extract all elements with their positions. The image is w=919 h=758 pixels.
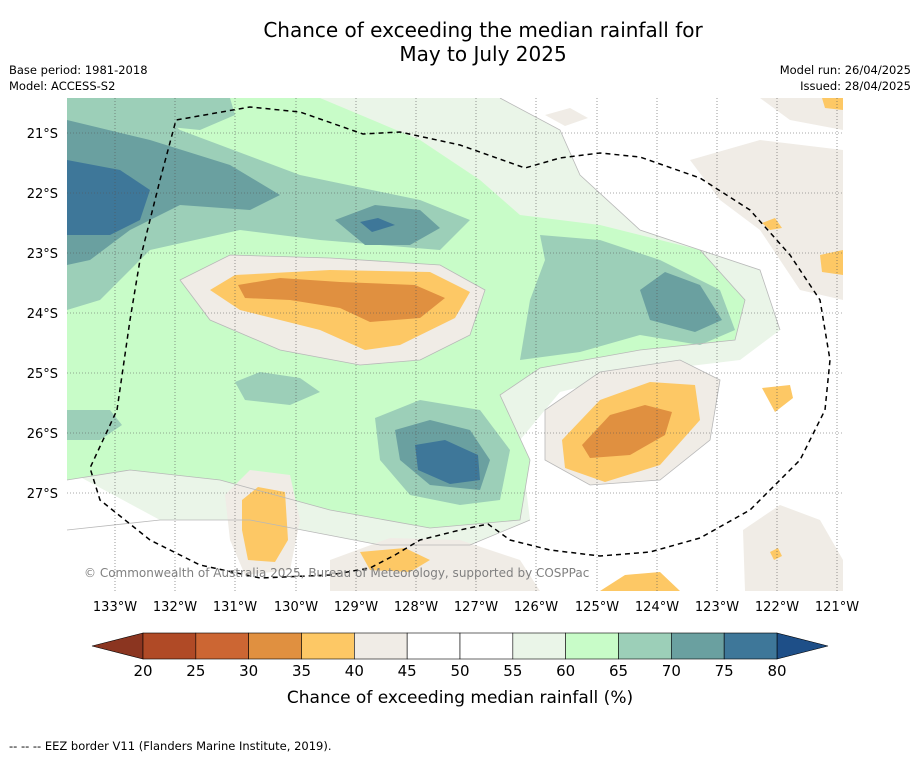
- contour-70-band-c: [640, 272, 722, 332]
- colorbar-tick-label: 75: [715, 662, 734, 680]
- colorbar-swatch: [142, 632, 197, 660]
- colorbar-swatch: [406, 632, 461, 660]
- colorbar-tick-label: 30: [239, 662, 258, 680]
- lon-label-133W: 133°W: [93, 600, 137, 615]
- contour-45-band-e2: [743, 505, 843, 591]
- colorbar-tick-labels: 20 25 30 35 40 45 50 55 60 65 70 75 80: [133, 662, 786, 680]
- contour-40-band-s2: [600, 572, 680, 591]
- contour-35-band-se: [582, 405, 672, 458]
- colorbar-tick-label: 45: [398, 662, 417, 680]
- colorbar-tick-label: 80: [767, 662, 786, 680]
- colorbar-tick-label: 20: [133, 662, 152, 680]
- lat-label-21S: 21°S: [27, 127, 58, 142]
- contour-40-band-e2: [820, 250, 843, 275]
- issued-date: Issued: 28/04/2025: [800, 79, 911, 93]
- colorbar-swatch: [459, 632, 514, 660]
- colorbar-swatch: [195, 632, 249, 660]
- lon-label-132W: 132°W: [153, 600, 197, 615]
- contour-45-band-top: [545, 108, 588, 126]
- contour-65-band-top: [140, 98, 235, 130]
- colorbar-title: Chance of exceeding median rainfall (%): [287, 688, 633, 708]
- lon-label-131W: 131°W: [213, 600, 257, 615]
- contour-35-band: [238, 278, 445, 322]
- colorbar-swatch: [512, 632, 566, 660]
- lon-label-128W: 128°W: [394, 600, 438, 615]
- contour-65-band-west: [67, 410, 122, 440]
- eez-legend-footer: -- -- -- EEZ border V11 (Flanders Marine…: [9, 739, 332, 753]
- lat-label-24S: 24°S: [27, 307, 58, 322]
- contour-45-band-e: [690, 140, 843, 300]
- colorbar: 20 25 30 35 40 45 50 55 60 65 70 75 80 Chance of exc…: [91, 632, 829, 708]
- eez-border: [89, 106, 831, 579]
- contour-65-band-mid: [235, 372, 320, 405]
- colorbar-swatch: [618, 632, 672, 660]
- lon-label-127W: 127°W: [454, 600, 498, 615]
- colorbar-swatches: [142, 632, 778, 660]
- copyright-notice: © Commonwealth of Australia 2025, Bureau…: [84, 566, 589, 580]
- gridlines: [67, 98, 843, 591]
- contour-40-band-e1: [762, 385, 793, 412]
- colorbar-tick-label: 55: [503, 662, 522, 680]
- colorbar-tick-label: 25: [186, 662, 205, 680]
- title-line-2: May to July 2025: [399, 42, 567, 66]
- title-line-1: Chance of exceeding the median rainfall …: [263, 18, 703, 42]
- model-run: Model run: 26/04/2025: [779, 63, 911, 77]
- contour-40-band-e4: [822, 98, 843, 110]
- longitude-labels: 133°W 132°W 131°W 130°W 129°W 128°W 127°…: [93, 600, 859, 615]
- meta-right: Model run: 26/04/2025 Issued: 28/04/2025: [780, 62, 911, 94]
- meta-left: Base period: 1981-2018 Model: ACCESS-S2: [9, 62, 148, 94]
- colorbar-tick-label: 70: [662, 662, 681, 680]
- contour-line-4: [499, 98, 781, 331]
- colorbar-tick-label: 40: [345, 662, 364, 680]
- contour-line-2: [179, 254, 486, 366]
- colorbar-swatch: [723, 632, 778, 660]
- lon-label-126W: 126°W: [514, 600, 558, 615]
- contour-65-band-east: [520, 235, 735, 360]
- contour-fills: [67, 98, 843, 591]
- lon-label-123W: 123°W: [695, 600, 739, 615]
- colorbar-tick-label: 35: [292, 662, 311, 680]
- colorbar-tick-label: 60: [556, 662, 575, 680]
- contour-75-band-c: [415, 440, 480, 484]
- colorbar-swatch: [565, 632, 619, 660]
- colorbar-tick-label: 50: [450, 662, 469, 680]
- colorbar-swatch: [301, 632, 355, 660]
- lat-label-22S: 22°S: [27, 187, 58, 202]
- lon-label-121W: 121°W: [815, 600, 859, 615]
- latitude-labels: 21°S 22°S 23°S 24°S 25°S 26°S 27°S: [27, 127, 58, 502]
- colorbar-tick-label: 65: [609, 662, 628, 680]
- lat-label-26S: 26°S: [27, 427, 58, 442]
- lon-label-124W: 124°W: [635, 600, 679, 615]
- colorbar-low-extension: [91, 632, 144, 660]
- colorbar-swatch: [354, 632, 408, 660]
- colorbar-high-extension: [776, 632, 829, 660]
- lat-label-27S: 27°S: [27, 487, 58, 502]
- contour-75-band-b: [360, 218, 395, 232]
- base-period: Base period: 1981-2018: [9, 63, 148, 77]
- lon-label-130W: 130°W: [274, 600, 318, 615]
- contour-lines: [67, 98, 781, 546]
- model-name: Model: ACCESS-S2: [9, 79, 116, 93]
- contour-75-band: [67, 160, 150, 235]
- contour-45-band-ne: [760, 98, 843, 130]
- contour-40-band-sw: [242, 487, 288, 562]
- lat-label-23S: 23°S: [27, 247, 58, 262]
- contour-40-band-e5: [770, 548, 782, 560]
- colorbar-swatch: [671, 632, 725, 660]
- contour-line-5: [67, 519, 531, 546]
- contour-line-3: [544, 359, 721, 486]
- lon-label-125W: 125°W: [575, 600, 619, 615]
- lon-label-129W: 129°W: [334, 600, 378, 615]
- lat-label-25S: 25°S: [27, 367, 58, 382]
- map-title: Chance of exceeding the median rainfall …: [0, 18, 919, 66]
- colorbar-swatch: [248, 632, 302, 660]
- map-plot-area: © Commonwealth of Australia 2025, Bureau…: [67, 98, 843, 591]
- lon-label-122W: 122°W: [755, 600, 799, 615]
- contour-line-1: [67, 249, 746, 529]
- contour-40-band-s: [360, 548, 430, 572]
